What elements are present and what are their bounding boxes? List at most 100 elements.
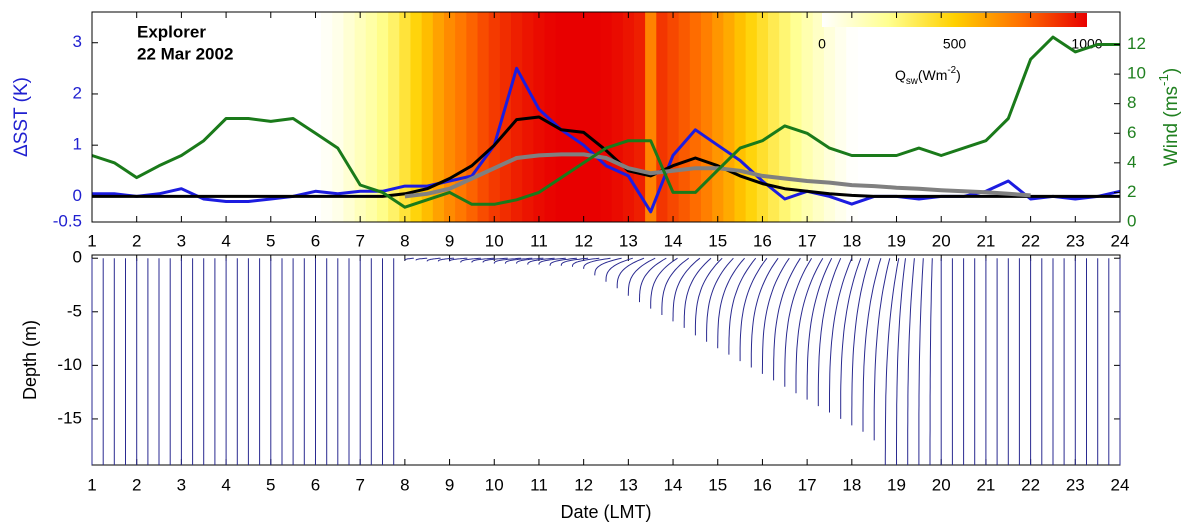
temperature-profile — [817, 258, 842, 407]
temperature-profile — [437, 257, 455, 262]
x-tick-label: 13 — [619, 475, 638, 494]
temperature-profile — [639, 257, 667, 303]
x-tick-label: 10 — [485, 231, 504, 250]
x-tick-label: 3 — [177, 475, 186, 494]
x-tick-label: 18 — [842, 231, 861, 250]
heat-cell — [365, 12, 378, 222]
temperature-profile — [415, 257, 428, 261]
heat-cell — [511, 12, 523, 222]
heat-cell — [455, 12, 467, 222]
x-tick-label: 5 — [266, 475, 275, 494]
x-tick-label: 11 — [530, 475, 548, 494]
label-part: (Wm — [918, 67, 948, 83]
temperature-profile — [918, 258, 924, 465]
label-part: ) — [1161, 68, 1182, 74]
temperature-profile — [683, 257, 712, 328]
heat-cell — [388, 12, 400, 222]
temperature-profile — [750, 257, 779, 368]
x-tick-label: 17 — [798, 231, 817, 250]
temperature-profile — [661, 257, 689, 315]
colorbar-tick-label: 0 — [818, 36, 826, 52]
temperature-profile — [717, 257, 745, 349]
temperature-profile — [907, 258, 915, 465]
heat-cell — [734, 12, 747, 222]
y-tick-label: -15 — [57, 408, 82, 427]
heat-cell — [432, 12, 445, 222]
y-tick-label: 3 — [73, 32, 82, 51]
heat-cell — [812, 12, 825, 222]
x-tick-label: 24 — [1111, 231, 1130, 250]
temperature-profile — [516, 257, 544, 264]
heat-cell — [790, 12, 803, 222]
y-axis-label: Depth (m) — [20, 320, 40, 400]
temperature-profile — [426, 257, 441, 262]
y2-tick-label: 8 — [1127, 93, 1136, 112]
x-tick-label: 1 — [87, 231, 96, 250]
x-tick-label: 3 — [177, 231, 186, 250]
x-tick-label: 12 — [574, 231, 593, 250]
heat-cell — [321, 12, 333, 222]
heat-cell — [667, 12, 680, 222]
y-tick-label: 0 — [73, 186, 82, 205]
colorbar — [822, 13, 1087, 27]
colorbar-tick-label: 500 — [943, 36, 967, 52]
temperature-profile — [851, 258, 871, 426]
frame — [91, 254, 1121, 466]
x-tick-label: 20 — [932, 231, 951, 250]
temperature-profile — [583, 257, 611, 269]
heat-cell — [823, 12, 836, 222]
x-tick-label: 22 — [1021, 231, 1040, 250]
temperature-profile — [404, 257, 414, 261]
heat-cell — [555, 12, 568, 222]
temperature-profile — [594, 257, 622, 276]
colorbar-label: Qsw(Wm-2) — [895, 65, 961, 87]
temperature-profile — [560, 257, 589, 266]
x-tick-label: 14 — [664, 231, 683, 250]
x-tick-label: 23 — [1066, 231, 1085, 250]
temperature-profile — [549, 257, 577, 266]
temperature-profile — [460, 257, 481, 263]
x-tick-label: 4 — [221, 231, 230, 250]
heat-cell — [544, 12, 557, 222]
x-tick-label: 17 — [798, 475, 817, 494]
heat-cell — [645, 12, 657, 222]
label-part: sw — [906, 76, 919, 87]
y-tick-label: 1 — [73, 135, 82, 154]
temperature-profile — [784, 257, 813, 387]
heat-cell — [756, 12, 769, 222]
heat-cell — [488, 12, 501, 222]
x-tick-label: 18 — [842, 475, 861, 494]
x-tick-label: 8 — [400, 475, 409, 494]
heat-cell — [723, 12, 736, 222]
heat-cell — [354, 12, 367, 222]
temperature-profile — [795, 257, 824, 394]
y-axis-label: ΔSST (K) — [11, 77, 32, 157]
x-tick-label: 23 — [1066, 475, 1085, 494]
temperature-profile — [650, 257, 678, 309]
temperature-profile — [896, 258, 906, 465]
temperature-profile — [761, 257, 790, 374]
temperature-profile — [672, 257, 701, 322]
x-tick-label: 8 — [400, 231, 409, 250]
y2-tick-label: 4 — [1127, 152, 1136, 171]
heat-cell — [712, 12, 724, 222]
temperature-profile — [572, 257, 600, 267]
temperature-profile — [694, 257, 723, 336]
heat-cell — [633, 12, 646, 222]
temperature-profile — [840, 258, 862, 419]
x-tick-label: 10 — [485, 475, 504, 494]
heat-cell — [846, 12, 859, 222]
heat-cell — [700, 12, 713, 222]
x-tick-label: 20 — [932, 475, 951, 494]
x-tick-label: 13 — [619, 231, 638, 250]
heat-cell — [477, 12, 490, 222]
heat-cell — [499, 12, 512, 222]
x-tick-label: 21 — [976, 475, 995, 494]
heat-cell — [678, 12, 691, 222]
temperature-profile — [862, 258, 882, 432]
temperature-profile — [482, 257, 508, 263]
temperature-profile — [627, 257, 656, 296]
label-part: Wind (ms — [1161, 86, 1182, 166]
heat-cell — [332, 12, 345, 222]
